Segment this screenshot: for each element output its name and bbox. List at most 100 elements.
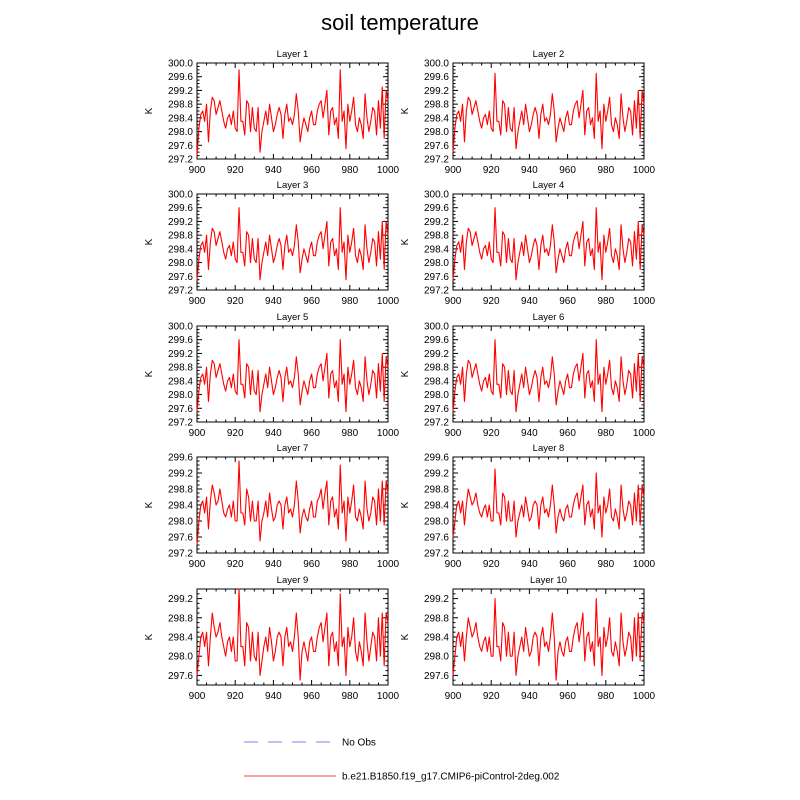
y-tick-label: 298.8 — [424, 613, 449, 624]
x-tick-label: 960 — [559, 559, 576, 570]
x-tick-label: 960 — [559, 165, 576, 176]
x-tick-label: 920 — [227, 296, 244, 307]
y-tick-label: 298.0 — [168, 652, 193, 663]
y-tick-label: 299.6 — [168, 203, 193, 214]
x-tick-label: 1000 — [377, 428, 400, 439]
y-axis-label: K — [144, 501, 155, 508]
y-tick-label: 300.0 — [424, 322, 449, 333]
y-tick-label: 298.8 — [424, 485, 449, 496]
panel-title: Layer 2 — [533, 49, 565, 60]
y-tick-label: 297.6 — [424, 272, 449, 283]
panel-title: Layer 1 — [277, 49, 309, 60]
y-tick-label: 298.0 — [168, 390, 193, 401]
plot-frame — [452, 588, 645, 686]
y-tick-label: 297.6 — [168, 533, 193, 544]
series-line — [452, 339, 645, 413]
x-tick-label: 1000 — [377, 559, 400, 570]
y-tick-label: 298.0 — [424, 652, 449, 663]
x-tick-label: 960 — [303, 296, 320, 307]
series-line — [196, 339, 389, 413]
panel-title: Layer 3 — [277, 180, 309, 191]
y-tick-label: 297.2 — [168, 286, 193, 297]
x-tick-label: 960 — [303, 165, 320, 176]
x-tick-label: 1000 — [633, 691, 656, 702]
x-tick-label: 900 — [445, 165, 462, 176]
panel-title: Layer 4 — [533, 180, 565, 191]
panel-layer-8: Layer 8 K 900 920 940 960 980 1000 297.2 297.6 298… — [400, 443, 656, 570]
y-tick-label: 300.0 — [424, 59, 449, 70]
x-tick-label: 900 — [189, 691, 206, 702]
panel-layer-4: Layer 4 K 900 920 940 960 980 1000 297.2 297.6 298… — [400, 180, 656, 307]
x-tick-label: 960 — [303, 428, 320, 439]
x-tick-label: 920 — [227, 165, 244, 176]
y-axis-label: K — [400, 238, 411, 245]
x-tick-label: 1000 — [633, 428, 656, 439]
x-tick-label: 940 — [521, 691, 538, 702]
series-line — [196, 69, 389, 156]
y-tick-label: 299.6 — [424, 72, 449, 83]
x-tick-label: 960 — [303, 559, 320, 570]
x-tick-label: 920 — [483, 559, 500, 570]
y-tick-label: 298.8 — [424, 363, 449, 374]
plot-frame — [196, 193, 389, 291]
x-tick-label: 980 — [597, 296, 614, 307]
y-tick-label: 298.8 — [424, 231, 449, 242]
x-tick-label: 900 — [189, 559, 206, 570]
legend: No Obs b.e21.B1850.f19_g17.CMIP6-piContr… — [244, 738, 560, 783]
y-axis-label: K — [400, 370, 411, 377]
y-tick-label: 299.2 — [168, 217, 193, 228]
series-line — [196, 207, 389, 281]
y-tick-label: 299.2 — [424, 217, 449, 228]
x-tick-label: 940 — [521, 296, 538, 307]
legend-label-no-obs: No Obs — [342, 738, 376, 749]
x-tick-label: 940 — [265, 428, 282, 439]
y-tick-label: 297.2 — [424, 418, 449, 429]
plot-frame — [452, 456, 645, 554]
y-tick-label: 299.2 — [168, 594, 193, 605]
panel-title: Layer 8 — [533, 443, 565, 454]
x-tick-label: 920 — [227, 691, 244, 702]
y-tick-label: 297.6 — [424, 671, 449, 682]
x-tick-label: 980 — [597, 559, 614, 570]
y-tick-label: 299.6 — [424, 203, 449, 214]
y-tick-label: 298.0 — [168, 258, 193, 269]
y-tick-label: 299.6 — [168, 453, 193, 464]
x-tick-label: 940 — [265, 296, 282, 307]
y-tick-label: 298.0 — [424, 127, 449, 138]
x-tick-label: 1000 — [377, 691, 400, 702]
panel-layer-9: Layer 9 K 900 920 940 960 980 1000 297.6 298.0 298… — [144, 575, 400, 702]
plot-frame — [452, 62, 645, 160]
y-tick-label: 299.6 — [168, 335, 193, 346]
x-tick-label: 980 — [597, 165, 614, 176]
y-tick-label: 298.8 — [168, 363, 193, 374]
x-tick-label: 980 — [341, 296, 358, 307]
y-tick-label: 297.2 — [424, 155, 449, 166]
plot-frame — [196, 588, 389, 686]
x-tick-label: 900 — [189, 165, 206, 176]
x-tick-label: 900 — [189, 296, 206, 307]
y-tick-label: 300.0 — [168, 59, 193, 70]
panel-title: Layer 6 — [533, 312, 565, 323]
x-tick-label: 980 — [341, 165, 358, 176]
y-axis-label: K — [400, 107, 411, 114]
plot-frame — [196, 456, 389, 554]
y-axis-label: K — [144, 238, 155, 245]
series-line — [452, 207, 645, 281]
x-tick-label: 1000 — [377, 165, 400, 176]
y-tick-label: 297.2 — [168, 549, 193, 560]
y-tick-label: 298.0 — [424, 517, 449, 528]
series-line — [196, 460, 389, 546]
y-tick-label: 297.6 — [168, 272, 193, 283]
y-tick-label: 298.0 — [168, 517, 193, 528]
y-tick-label: 299.2 — [424, 469, 449, 480]
x-tick-label: 980 — [341, 428, 358, 439]
y-tick-label: 300.0 — [168, 190, 193, 201]
y-tick-label: 298.4 — [424, 244, 449, 255]
panel-layer-2: Layer 2 K 900 920 940 960 980 1000 297.2 297.6 298… — [400, 49, 656, 176]
y-tick-label: 298.4 — [168, 376, 193, 387]
y-tick-label: 297.6 — [424, 533, 449, 544]
panel-layer-6: Layer 6 K 900 920 940 960 980 1000 297.2 297.6 298… — [400, 312, 656, 439]
y-tick-label: 299.2 — [424, 594, 449, 605]
y-tick-label: 298.8 — [168, 485, 193, 496]
